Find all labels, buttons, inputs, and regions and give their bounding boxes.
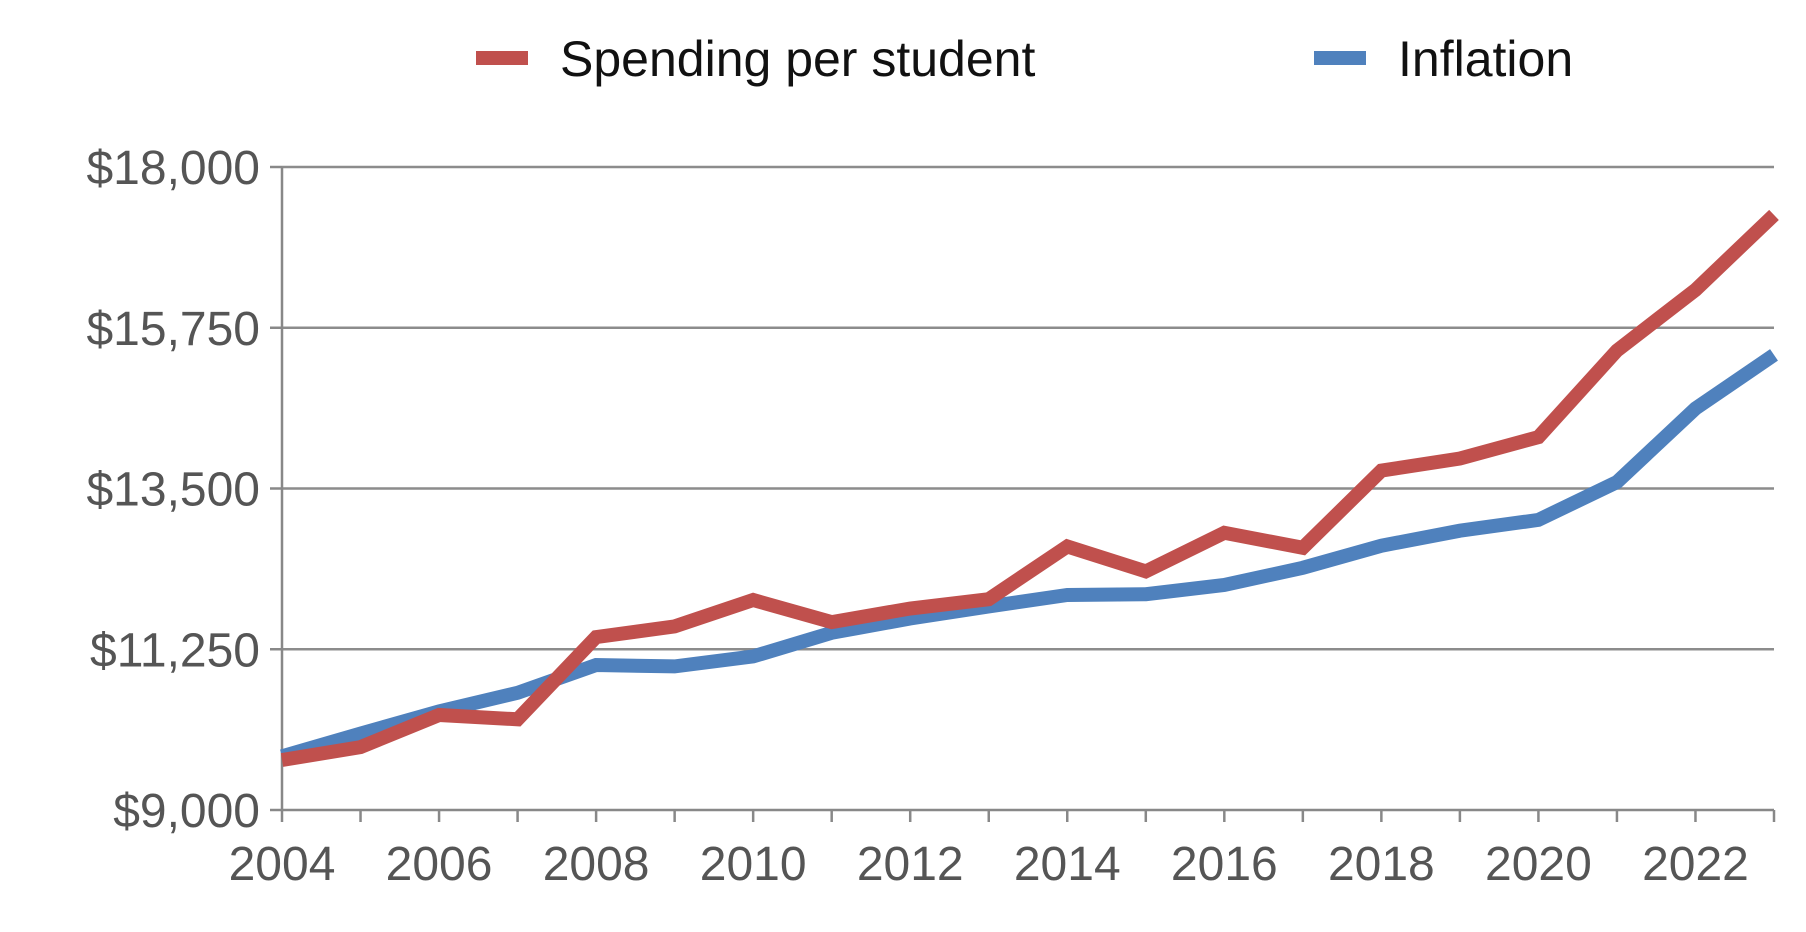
y-tick-label: $13,500 bbox=[86, 464, 260, 517]
x-tick-label: 2020 bbox=[1485, 838, 1592, 891]
series-line-inflation bbox=[280, 349, 1778, 764]
x-tick-label: 2012 bbox=[857, 838, 964, 891]
x-tick-label: 2014 bbox=[1014, 838, 1121, 891]
tick-labels: $9,000 $11,250 $13,500 $15,750 $18,000 2004 20… bbox=[86, 142, 1748, 891]
data-series bbox=[280, 209, 1779, 767]
y-tick-label: $18,000 bbox=[86, 142, 260, 195]
x-tick-label: 2006 bbox=[386, 838, 493, 891]
x-tick-label: 2004 bbox=[229, 838, 336, 891]
x-tick-label: 2016 bbox=[1171, 838, 1278, 891]
y-tick-label: $9,000 bbox=[113, 785, 260, 838]
x-tick-label: 2008 bbox=[543, 838, 650, 891]
x-tick-label: 2010 bbox=[700, 838, 807, 891]
gridlines bbox=[282, 165, 1774, 651]
legend-label-inflation: Inflation bbox=[1398, 31, 1573, 87]
y-tick-label: $15,750 bbox=[86, 303, 260, 356]
y-tick-label: $11,250 bbox=[90, 624, 260, 677]
legend: Spending per student Inflation bbox=[476, 31, 1573, 87]
series-line-spending-per-student bbox=[280, 209, 1779, 767]
x-tick-label: 2018 bbox=[1328, 838, 1435, 891]
x-tick-label: 2022 bbox=[1642, 838, 1749, 891]
legend-label-spending-per-student: Spending per student bbox=[560, 31, 1035, 87]
axes bbox=[270, 165, 1776, 822]
